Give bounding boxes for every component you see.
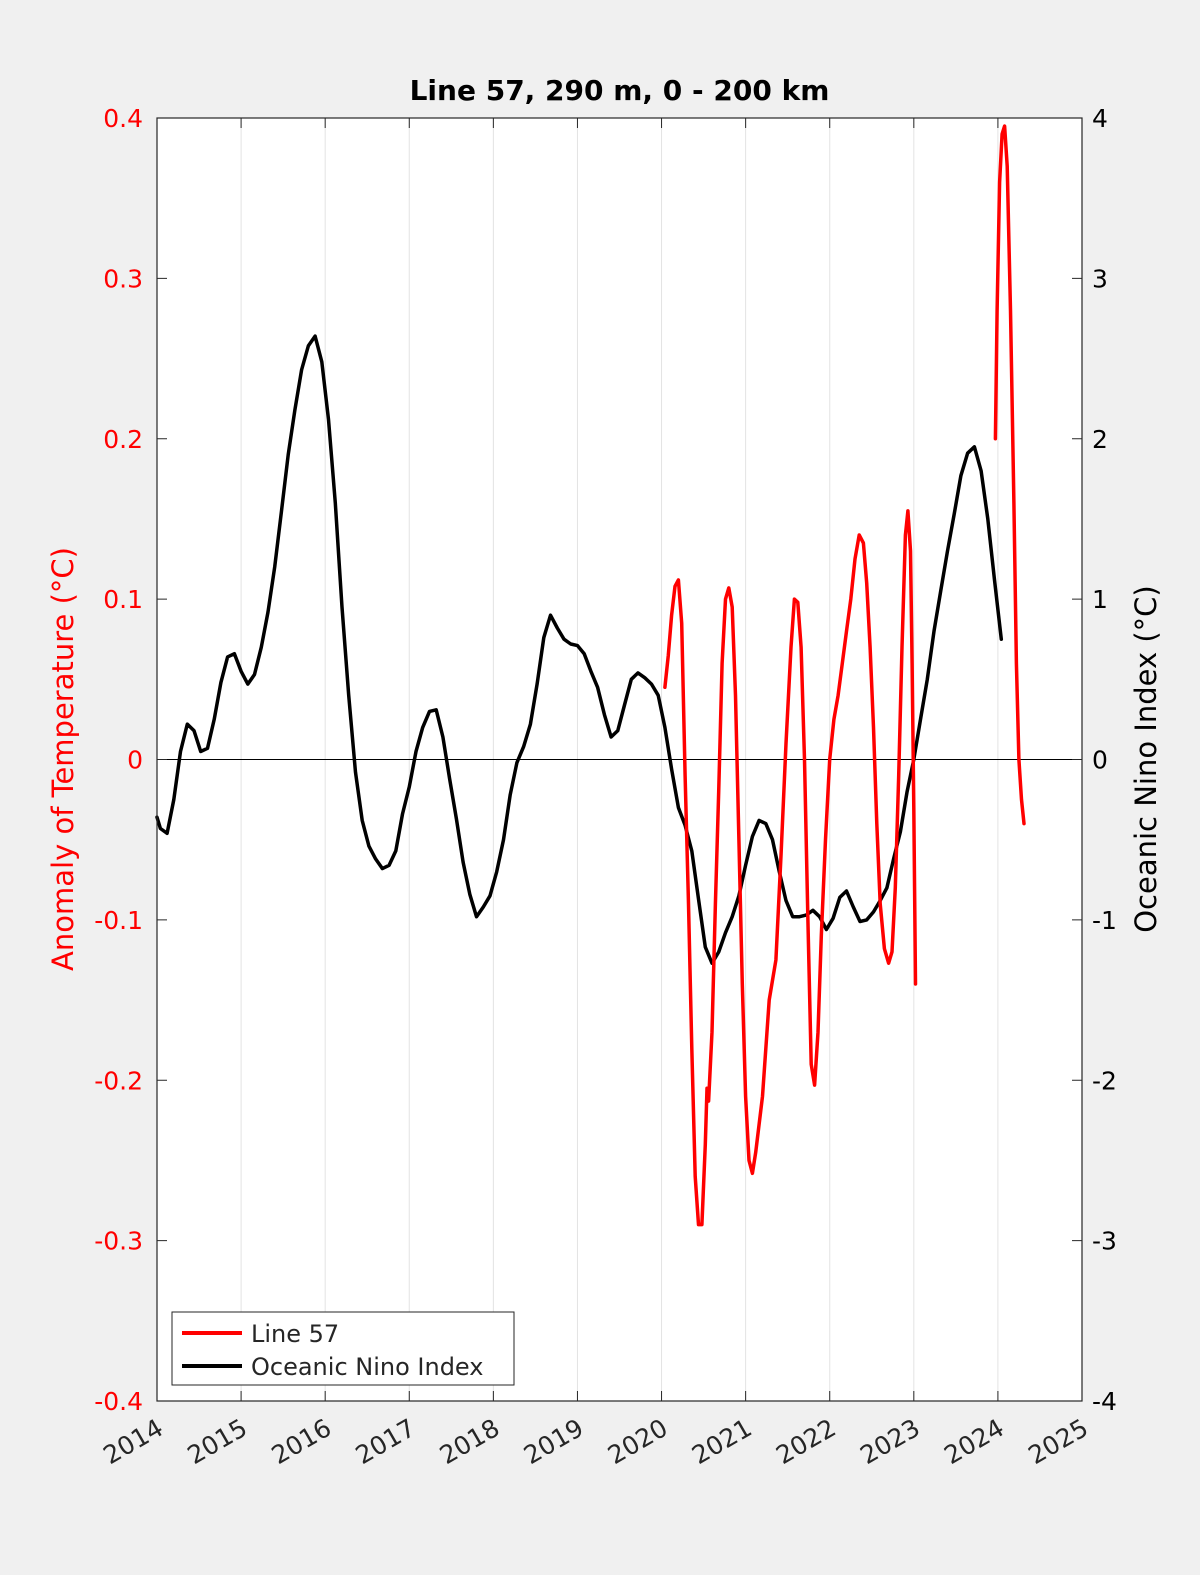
series-line-line57: [993, 124, 1026, 826]
y-left-tick-label: -0.2: [94, 1066, 143, 1095]
y-right-tick-label: -3: [1092, 1227, 1117, 1256]
y-left-tick-label: 0.2: [103, 425, 143, 454]
x-tick-label: 2023: [855, 1413, 925, 1470]
y-left-tick-label: 0: [127, 746, 143, 775]
y-left-tick-label: 0.3: [103, 264, 143, 293]
y-left-tick-label: 0.1: [103, 585, 143, 614]
legend: Line 57 Oceanic Nino Index: [171, 1311, 515, 1386]
y-right-tick-label: 2: [1092, 425, 1108, 454]
x-tick-label: 2018: [435, 1413, 505, 1470]
x-tick-label: 2017: [351, 1413, 421, 1470]
legend-label-oni: Oceanic Nino Index: [251, 1353, 483, 1381]
x-tick-label: 2020: [603, 1413, 673, 1470]
y-axis-left-title: Anomaly of Temperature (°C): [46, 547, 80, 971]
y-right-tick-label: 3: [1092, 264, 1108, 293]
y-right-tick-label: 4: [1092, 104, 1108, 133]
y-right-tick-label: 1: [1092, 585, 1108, 614]
series-layer: [155, 124, 1026, 1227]
series-line-line57: [663, 509, 918, 1227]
chart-title: Line 57, 290 m, 0 - 200 km: [410, 74, 830, 107]
y-left-tick-label: -0.3: [94, 1227, 143, 1256]
y-right-tick-label: 0: [1092, 746, 1108, 775]
x-tick-label: 2014: [98, 1413, 168, 1470]
y-right-tick-label: -2: [1092, 1066, 1117, 1095]
y-left-tick-label: -0.1: [94, 906, 143, 935]
x-tick-label: 2021: [687, 1413, 757, 1470]
x-tick-label: 2015: [182, 1413, 252, 1470]
x-tick-label: 2024: [939, 1413, 1009, 1470]
x-tick-label: 2025: [1023, 1413, 1093, 1470]
y-left-tick-label: 0.4: [103, 104, 143, 133]
legend-label-line57: Line 57: [251, 1320, 339, 1348]
y-right-tick-label: -1: [1092, 906, 1117, 935]
legend-box: [171, 1311, 515, 1386]
x-tick-label: 2016: [267, 1413, 337, 1470]
series-line-oni: [155, 334, 1004, 965]
y-right-tick-label: -4: [1092, 1387, 1117, 1416]
y-left-tick-label: -0.4: [94, 1387, 143, 1416]
x-tick-label: 2019: [519, 1413, 589, 1470]
y-axis-right-title: Oceanic Nino Index (°C): [1129, 585, 1163, 933]
x-tick-label: 2022: [771, 1413, 841, 1470]
